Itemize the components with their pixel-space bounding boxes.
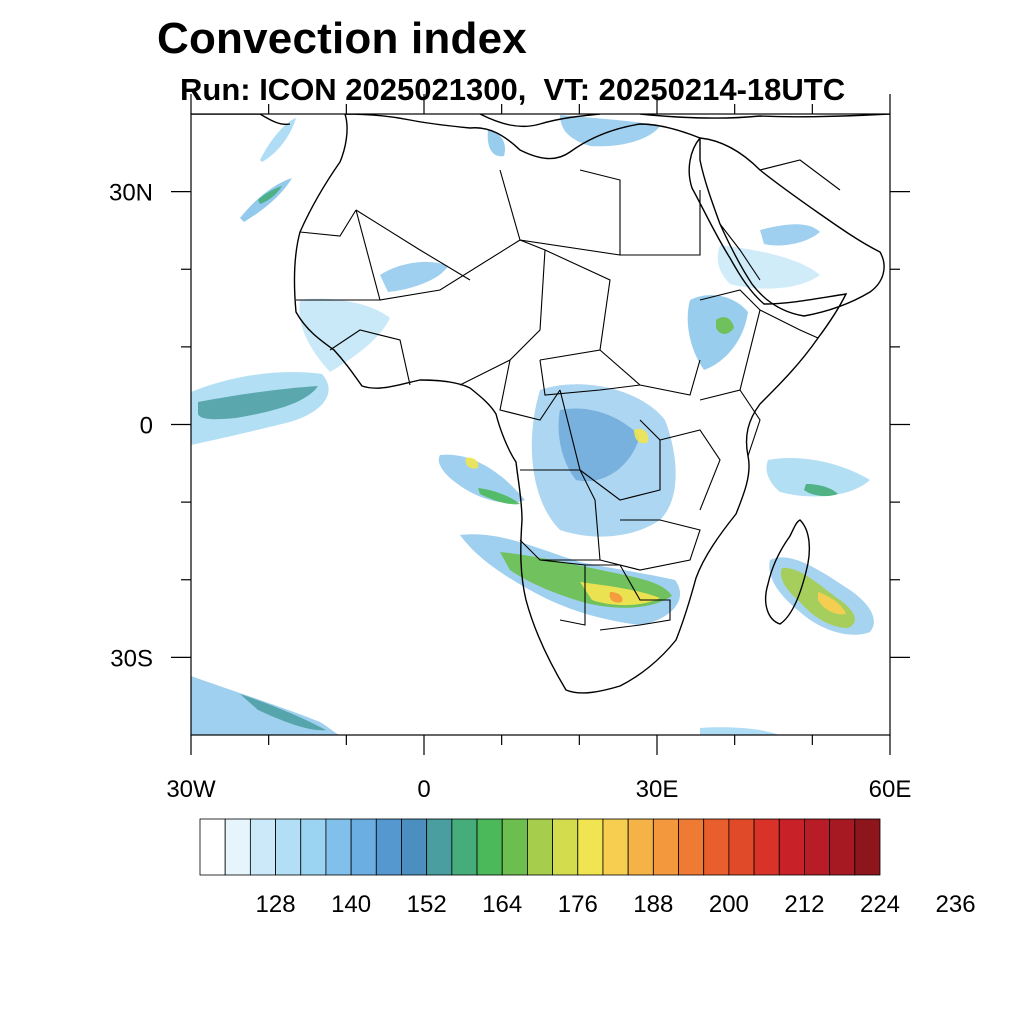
colorbar-swatch bbox=[199, 818, 226, 876]
colorbar-label: 128 bbox=[256, 891, 296, 918]
colorbar-swatch bbox=[325, 818, 352, 876]
colorbar-label: 236 bbox=[936, 891, 976, 918]
colorbar-swatch bbox=[829, 818, 856, 876]
field-patch bbox=[487, 130, 506, 157]
europe-coastline bbox=[191, 114, 890, 128]
colorbar-swatch bbox=[451, 818, 478, 876]
field-patch bbox=[240, 694, 326, 731]
field-patch bbox=[299, 298, 390, 372]
colorbar-swatch bbox=[753, 818, 780, 876]
colorbar-label: 224 bbox=[860, 891, 900, 918]
colorbar-label: 200 bbox=[709, 891, 749, 918]
coastlines bbox=[191, 114, 890, 694]
lon-tick-label: 30W bbox=[166, 776, 216, 803]
colorbar-label: 140 bbox=[331, 891, 371, 918]
field-patch bbox=[558, 408, 640, 482]
colorbar-swatch bbox=[501, 818, 528, 876]
colorbar-label: 164 bbox=[482, 891, 522, 918]
africa-coastline bbox=[293, 114, 848, 694]
axis-tick-labels: 30W 0 30E 60E 30N 0 30S bbox=[109, 180, 911, 803]
field-patch bbox=[818, 592, 846, 615]
colorbar-swatch bbox=[804, 818, 831, 876]
colorbar-swatch bbox=[778, 818, 805, 876]
lon-tick-label: 0 bbox=[417, 776, 430, 803]
colorbar-label: 212 bbox=[784, 891, 824, 918]
field-patch bbox=[634, 428, 649, 444]
field-patch bbox=[700, 727, 780, 735]
colorbar-swatch bbox=[577, 818, 604, 876]
field-patch bbox=[760, 224, 820, 246]
field-patch bbox=[716, 317, 734, 334]
colorbar-swatch bbox=[249, 818, 276, 876]
field-patch bbox=[609, 592, 623, 603]
colorbar-swatch bbox=[627, 818, 654, 876]
field-patch bbox=[260, 118, 296, 162]
field-patch bbox=[198, 386, 318, 420]
colorbar-swatch bbox=[426, 818, 453, 876]
colorbar-swatch bbox=[678, 818, 705, 876]
field-patch bbox=[258, 186, 282, 204]
colorbar-swatch bbox=[854, 818, 881, 876]
field-patch bbox=[804, 484, 838, 497]
lat-tick-label: 30N bbox=[109, 180, 153, 207]
lon-tick-label: 30E bbox=[636, 776, 679, 803]
colorbar-swatch bbox=[401, 818, 428, 876]
colorbar-swatch bbox=[602, 818, 629, 876]
colorbar-swatch bbox=[652, 818, 679, 876]
lat-tick-label: 0 bbox=[140, 413, 153, 440]
chart-subtitle: Run: ICON 2025021300, VT: 20250214-18UTC bbox=[180, 72, 846, 107]
chart-title: Convection index bbox=[157, 14, 527, 63]
colorbar-swatch bbox=[527, 818, 553, 876]
axis-ticks bbox=[171, 94, 910, 755]
colorbar-swatch bbox=[300, 818, 327, 876]
colorbar-labels: 128 140 152 164 176 188 200 212 224 236 bbox=[256, 891, 976, 918]
colorbar bbox=[199, 818, 881, 876]
convection-field bbox=[191, 115, 874, 735]
field-patch bbox=[766, 458, 870, 497]
field-patch bbox=[717, 245, 820, 289]
field-patch bbox=[478, 488, 520, 505]
colorbar-swatch bbox=[350, 818, 377, 876]
colorbar-swatch bbox=[552, 818, 579, 876]
madagascar-coastline bbox=[764, 519, 811, 625]
field-patch bbox=[687, 295, 748, 370]
colorbar-swatch bbox=[224, 818, 251, 876]
colorbar-swatch bbox=[703, 818, 730, 876]
colorbar-swatch bbox=[275, 818, 302, 876]
country-borders bbox=[296, 159, 841, 631]
colorbar-label: 188 bbox=[633, 891, 673, 918]
field-patch bbox=[465, 457, 479, 469]
colorbar-swatch bbox=[375, 818, 402, 876]
lat-tick-label: 30S bbox=[110, 645, 153, 672]
colorbar-label: 176 bbox=[558, 891, 598, 918]
colorbar-label: 152 bbox=[407, 891, 447, 918]
arabia-coastline bbox=[699, 137, 885, 317]
field-patch bbox=[380, 261, 448, 292]
colorbar-swatch bbox=[728, 818, 755, 876]
colorbar-swatch bbox=[476, 818, 503, 876]
field-patch bbox=[438, 454, 525, 503]
lon-tick-label: 60E bbox=[869, 776, 912, 803]
